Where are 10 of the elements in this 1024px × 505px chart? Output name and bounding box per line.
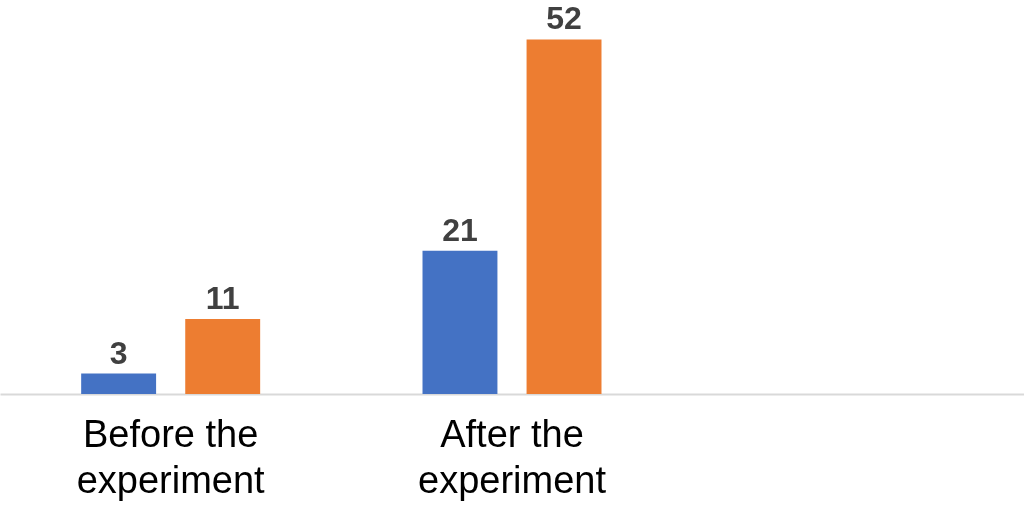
bar — [526, 39, 602, 394]
x-tick-label: Before the experiment — [76, 412, 266, 501]
bar — [422, 250, 498, 394]
data-label: 3 — [109, 334, 128, 371]
data-label: 21 — [442, 211, 478, 248]
x-tick-label: After the experiment — [418, 412, 607, 501]
bar — [81, 373, 157, 394]
bar — [185, 319, 261, 394]
data-label: 52 — [546, 0, 582, 37]
data-label: 11 — [205, 280, 240, 316]
